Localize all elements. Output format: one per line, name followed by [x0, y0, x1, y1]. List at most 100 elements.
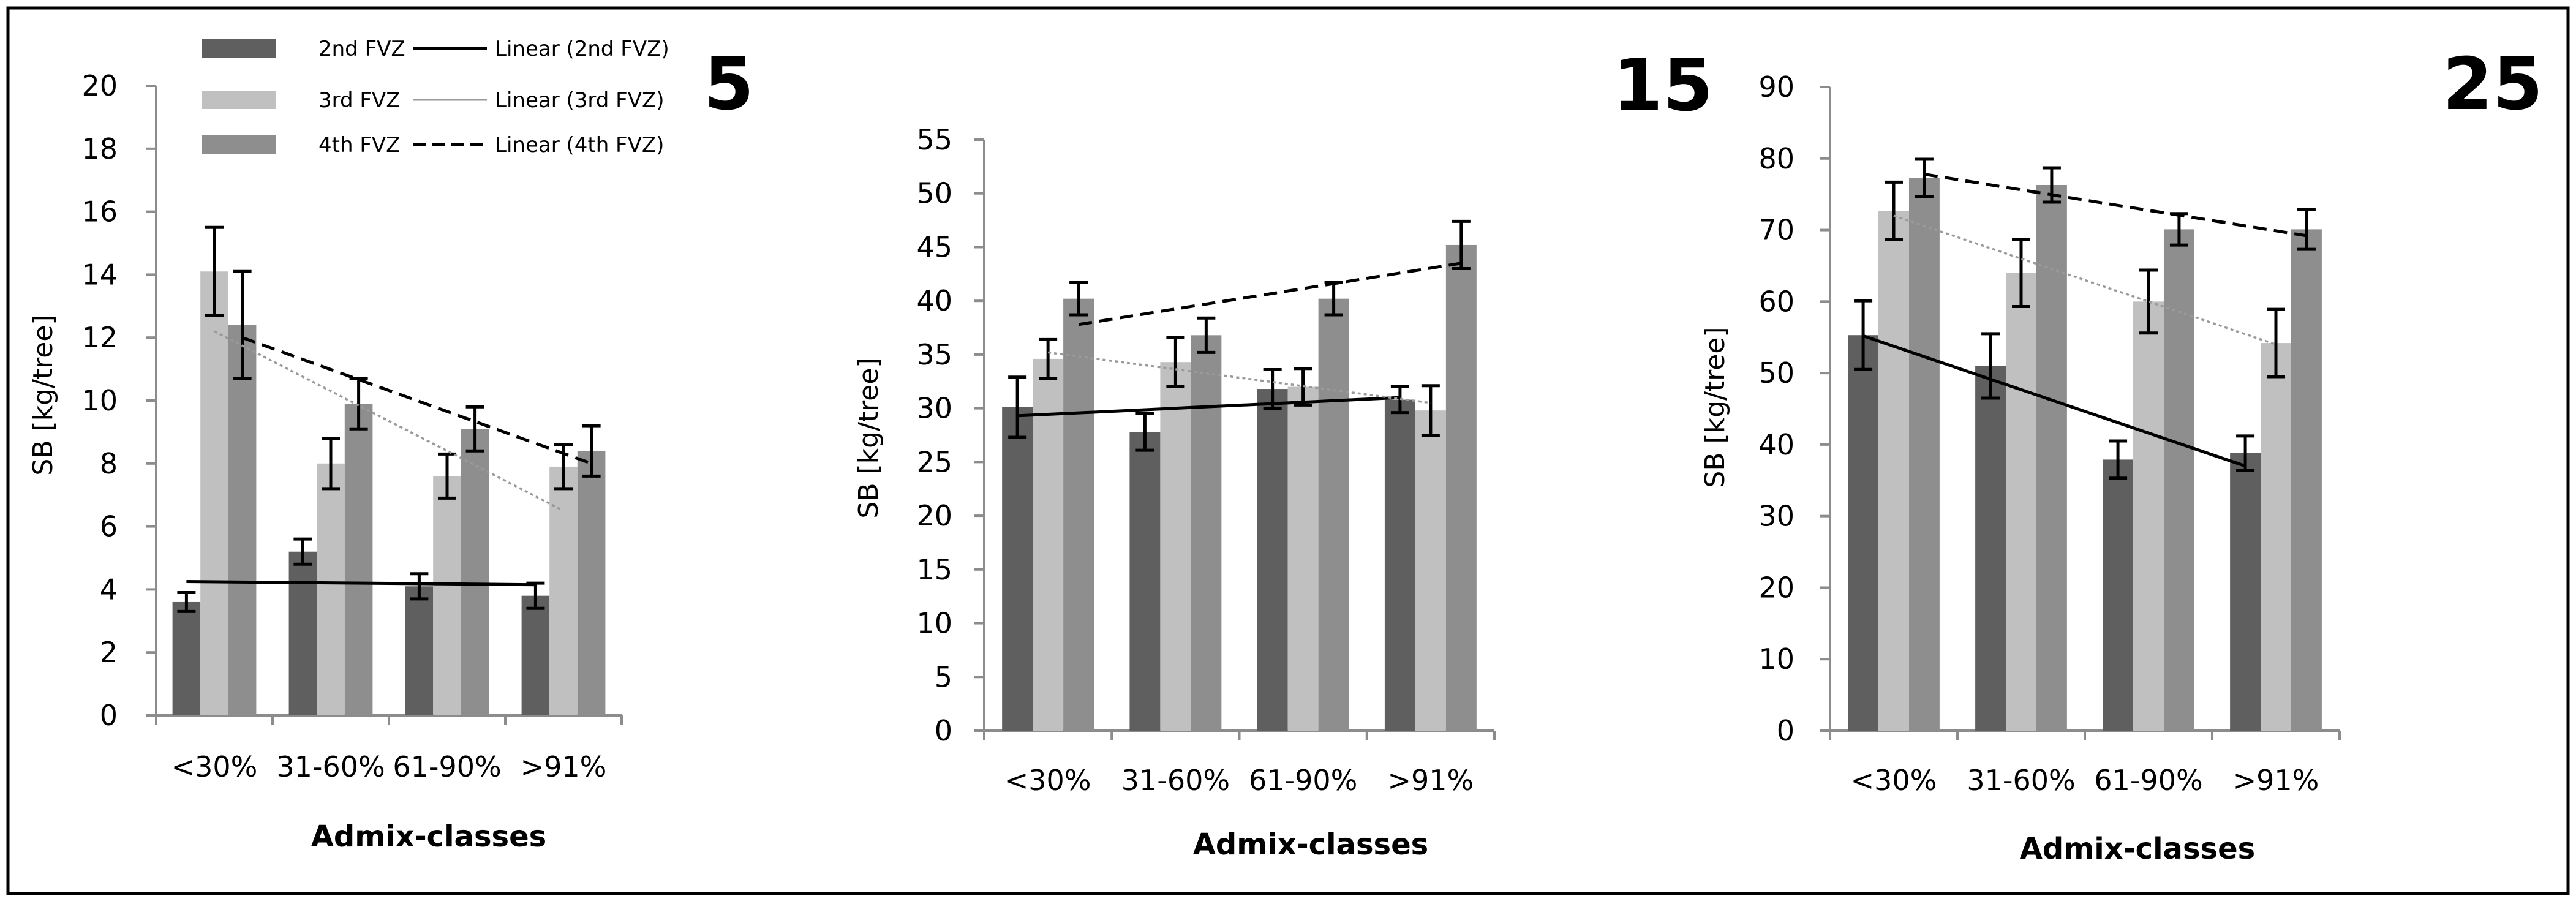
x-tick-label: <30%: [171, 750, 258, 783]
trendline-4th-fvz: [1078, 262, 1462, 326]
legend-label-4th-fvz: 4th FVZ: [318, 133, 400, 157]
y-tick-label: 6: [100, 510, 118, 543]
legend-label-linear-2nd-fvz: Linear (2nd FVZ): [495, 37, 669, 61]
bar-2nd-fvz-2: [1129, 432, 1161, 731]
bar-3rd-fvz-3: [2133, 301, 2164, 731]
x-tick-label: >91%: [521, 750, 607, 783]
y-tick-label: 0: [1777, 714, 1795, 747]
bar-4th-fvz-1: [1063, 298, 1094, 731]
bar-3rd-fvz-3: [1287, 386, 1319, 731]
bar-3rd-fvz-4: [2261, 343, 2291, 731]
x-tick-label: 31-60%: [276, 750, 385, 783]
bar-3rd-fvz-1: [200, 271, 228, 715]
legend-label-3rd-fvz: 3rd FVZ: [318, 88, 401, 113]
trendline-2nd-fvz: [1017, 396, 1401, 418]
bar-4th-fvz-4: [2291, 229, 2322, 731]
bar-2nd-fvz-1: [1002, 407, 1033, 731]
y-tick-label: 40: [916, 284, 952, 317]
y-tick-label: 70: [1758, 214, 1795, 247]
x-tick-label: 31-60%: [1121, 764, 1230, 797]
bar-2nd-fvz-4: [1384, 399, 1415, 731]
bar-4th-fvz-3: [461, 429, 489, 715]
y-tick-label: 45: [916, 230, 952, 263]
y-tick-label: 55: [916, 123, 952, 156]
legend-label-2nd-fvz: 2nd FVZ: [318, 37, 405, 61]
chart-panel-25: 0 10 20 30 40 50 60 70 80 90 <30% 31-60% 61-90% >91% 2…: [1700, 42, 2543, 866]
x-tick-label: <30%: [1005, 764, 1091, 797]
y-tick-label: 90: [1758, 70, 1795, 104]
legend-swatch-3rd-fvz: [202, 91, 276, 109]
bar-2nd-fvz-1: [172, 601, 201, 715]
panel-title: 5: [704, 42, 754, 126]
bar-3rd-fvz-2: [1160, 362, 1191, 731]
x-tick-label: 61-90%: [1249, 764, 1357, 797]
y-tick-label: 10: [81, 384, 118, 417]
chart-panel-15: 0 5 10 15 20 25 30 35 40 45 50 55 <30% 31-60% 61-90% >9…: [853, 43, 1713, 862]
legend-swatch-2nd-fvz: [202, 39, 276, 58]
y-tick-label: 4: [100, 573, 118, 606]
x-tick-label: 31-60%: [1967, 764, 2075, 797]
y-axis-label: SB [kg/tree]: [1700, 326, 1731, 488]
trendline-3rd-fvz: [214, 330, 564, 512]
bar-2nd-fvz-2: [1975, 366, 2006, 731]
bar-4th-fvz-3: [1318, 298, 1349, 731]
y-tick-label: 0: [100, 699, 118, 732]
y-tick-label: 30: [1758, 500, 1795, 533]
y-tick-label: 40: [1758, 428, 1795, 461]
bar-2nd-fvz-1: [1848, 335, 1879, 731]
bar-4th-fvz-2: [2036, 184, 2067, 731]
y-axis-label: SB [kg/tree]: [853, 357, 884, 518]
x-axis-label: Admix-classes: [311, 819, 546, 854]
bar-2nd-fvz-4: [2230, 453, 2261, 731]
y-tick-label: 16: [81, 195, 118, 228]
bar-4th-fvz-1: [1908, 178, 1940, 731]
trendline-2nd-fvz: [186, 580, 536, 587]
bar-3rd-fvz-4: [549, 466, 578, 715]
bar-2nd-fvz-3: [2103, 459, 2134, 731]
trendline-2nd-fvz: [1862, 334, 2246, 468]
bar-3rd-fvz-4: [1415, 410, 1446, 731]
y-tick-label: 14: [81, 258, 118, 291]
bar-2nd-fvz-3: [1257, 389, 1288, 731]
y-tick-label: 15: [916, 553, 952, 586]
y-tick-label: 35: [916, 338, 952, 371]
y-tick-label: 20: [81, 69, 118, 102]
bar-2nd-fvz-3: [405, 586, 434, 715]
bar-4th-fvz-2: [344, 404, 373, 715]
chart-panel-5: 0 2 4 6 8 10 12 14 16 18 20 <30% 31-60% 61-90% >91% 5 SB…: [28, 42, 754, 854]
bar-4th-fvz-4: [1445, 244, 1477, 731]
y-tick-label: 20: [1758, 571, 1795, 604]
trendline-4th-fvz: [1924, 173, 2307, 238]
y-tick-label: 25: [916, 445, 952, 478]
x-tick-label: 61-90%: [393, 750, 501, 783]
y-tick-label: 10: [916, 607, 952, 640]
x-tick-label: >91%: [1387, 764, 1474, 797]
bar-2nd-fvz-2: [288, 551, 317, 715]
y-tick-label: 80: [1758, 142, 1795, 175]
bar-4th-fvz-3: [2163, 229, 2194, 731]
y-tick-label: 50: [1758, 356, 1795, 390]
legend-swatch-4th-fvz: [202, 135, 276, 154]
y-tick-label: 0: [935, 714, 952, 747]
y-tick-label: 2: [100, 636, 118, 669]
y-tick-label: 18: [81, 132, 118, 165]
y-tick-label: 60: [1758, 285, 1795, 318]
panel-title: 15: [1613, 43, 1713, 127]
bar-3rd-fvz-2: [2006, 273, 2036, 731]
bar-3rd-fvz-1: [1878, 211, 1909, 731]
legend-label-linear-3rd-fvz: Linear (3rd FVZ): [495, 88, 665, 113]
x-axis-label: Admix-classes: [1193, 827, 1428, 862]
bar-3rd-fvz-1: [1033, 358, 1064, 731]
bar-4th-fvz-2: [1191, 335, 1222, 731]
y-tick-label: 10: [1758, 642, 1795, 676]
y-tick-label: 12: [81, 321, 118, 354]
x-tick-label: >91%: [2233, 764, 2319, 797]
bar-4th-fvz-4: [577, 451, 606, 715]
legend-label-linear-4th-fvz: Linear (4th FVZ): [495, 133, 664, 157]
y-tick-label: 20: [916, 499, 952, 532]
y-tick-label: 5: [935, 660, 952, 693]
x-tick-label: <30%: [1851, 764, 1937, 797]
